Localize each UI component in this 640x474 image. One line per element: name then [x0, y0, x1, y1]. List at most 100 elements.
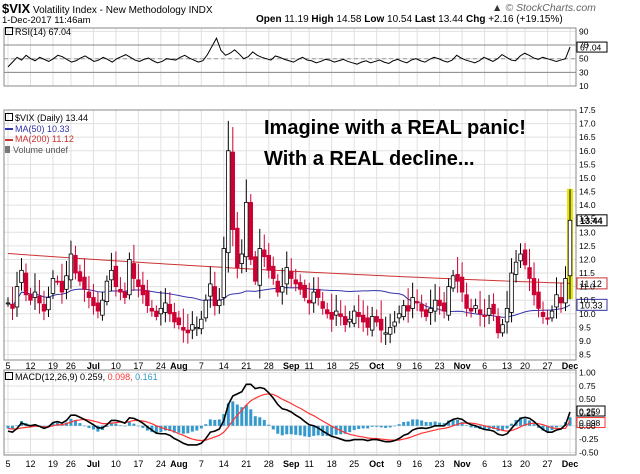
- macd-x-label: 26: [66, 459, 76, 469]
- macd-histogram-bar: [190, 425, 194, 432]
- candle: [41, 303, 47, 312]
- candle: [307, 299, 312, 304]
- macd-histogram-bar: [271, 425, 275, 430]
- ma50-swatch-icon: [5, 128, 13, 131]
- macd-frame: [3, 369, 577, 456]
- candle: [136, 279, 141, 288]
- macd-x-label: 7: [199, 459, 204, 469]
- ma200-swatch-icon: [5, 138, 13, 141]
- macd-x-label: 21: [241, 459, 251, 469]
- macd-histogram-bar: [307, 425, 311, 437]
- ma50-last-value: 10.33: [580, 300, 603, 310]
- candle: [32, 291, 38, 298]
- price-tick-label: 17.0: [579, 119, 596, 129]
- candle: [464, 294, 469, 309]
- price-tick-label: 12.5: [579, 241, 596, 251]
- candle: [423, 309, 429, 317]
- macd-histogram-bar: [289, 425, 293, 435]
- candle: [531, 278, 537, 296]
- ohlc-summary: Open 11.19 High 14.58 Low 10.54 Last 13.…: [256, 14, 563, 25]
- candle: [504, 307, 510, 323]
- candle: [495, 316, 501, 334]
- price-tick-label: 15.0: [579, 173, 596, 183]
- macd-histogram-bar: [397, 424, 401, 426]
- macd-x-label: 27: [543, 459, 553, 469]
- macd-histogram-bar: [343, 425, 347, 434]
- candle: [208, 283, 213, 297]
- candle: [369, 316, 375, 331]
- macd-histogram-bar: [384, 425, 388, 428]
- macd-histogram-bar: [388, 425, 392, 428]
- rsi-tick-label: 90: [579, 26, 589, 36]
- price-tick-label: 15.5: [579, 159, 596, 169]
- low-value: 10.54: [387, 14, 413, 25]
- macd-legend-name: MACD(12,26,9): [15, 372, 78, 382]
- volume-legend-text: Volume undef: [13, 144, 69, 155]
- ma50-line: [7, 287, 571, 318]
- macd-histogram-bar: [465, 425, 469, 426]
- candle: [190, 324, 195, 331]
- candle: [549, 310, 555, 319]
- candle: [351, 310, 357, 324]
- price-tick-label: 16.0: [579, 146, 596, 156]
- macd-histogram-bar: [474, 425, 478, 428]
- candle: [176, 317, 182, 326]
- macd-x-label: 19: [48, 459, 58, 469]
- macd-histogram-bar: [285, 425, 289, 435]
- macd-legend-v2: 0.098,: [107, 372, 133, 382]
- candle: [68, 253, 74, 281]
- ma50-legend-text: MA(50) 10.33: [15, 123, 70, 134]
- macd-x-label: 13: [502, 459, 512, 469]
- macd-histogram-bar: [118, 425, 122, 426]
- macd-x-label: Dec: [562, 459, 579, 469]
- macd-histogram-bar: [172, 425, 176, 433]
- candle: [455, 274, 460, 282]
- price-legend: $VIX (Daily) 13.44 MA(50) 10.33 MA(200) …: [5, 113, 88, 155]
- macd-histogram-bar: [361, 425, 365, 429]
- macd-histogram-bar: [105, 425, 109, 427]
- candle: [181, 326, 186, 331]
- macd-histogram-bar: [523, 418, 527, 426]
- macd-histogram-bar: [181, 425, 185, 434]
- annotation-line-2: With a REAL decline...: [264, 148, 475, 170]
- macd-tick-label: 0.75: [579, 381, 596, 391]
- macd-legend-v1: 0.259,: [80, 372, 106, 382]
- macd-histogram-bar: [447, 420, 451, 426]
- candle: [450, 275, 456, 289]
- macd-histogram-bar: [150, 425, 154, 433]
- candle: [383, 332, 388, 335]
- macd-histogram-bar: [240, 407, 244, 426]
- candle: [230, 151, 235, 230]
- macd-x-label: 17: [133, 459, 143, 469]
- macd-histogram-bar: [312, 425, 316, 436]
- macd-histogram-bar: [78, 423, 82, 426]
- volume-legend: Volume undef: [5, 145, 88, 156]
- rsi-tick-label: 10: [579, 81, 589, 91]
- candle: [28, 294, 33, 301]
- candle: [194, 326, 200, 330]
- rsi-legend: RSI(14) 67.04: [5, 27, 71, 37]
- candle: [540, 312, 546, 317]
- price-last-tag: [576, 214, 608, 227]
- watermark-text: © StockCharts.com: [505, 2, 596, 14]
- candle: [257, 248, 262, 286]
- open-value: 11.19: [284, 14, 309, 25]
- macd-histogram-bar: [510, 423, 514, 426]
- macd-histogram-bar: [357, 425, 361, 429]
- candle: [122, 291, 128, 298]
- macd-histogram-bar: [438, 422, 442, 426]
- candle: [554, 294, 559, 308]
- candle: [82, 276, 87, 290]
- macd-histogram-bar: [375, 425, 379, 427]
- moving-averages: [7, 252, 571, 318]
- candle: [518, 253, 523, 262]
- macd-histogram-bar: [411, 419, 415, 426]
- macd-histogram-bar: [298, 425, 302, 436]
- macd-histogram-bar: [402, 422, 406, 426]
- price-tick-label: 13.0: [579, 227, 596, 237]
- candle: [118, 288, 123, 293]
- macd-histogram-bar: [280, 425, 284, 436]
- candle: [100, 299, 105, 316]
- price-tick-label: 14.0: [579, 200, 596, 210]
- macd-histogram-bar: [469, 425, 473, 428]
